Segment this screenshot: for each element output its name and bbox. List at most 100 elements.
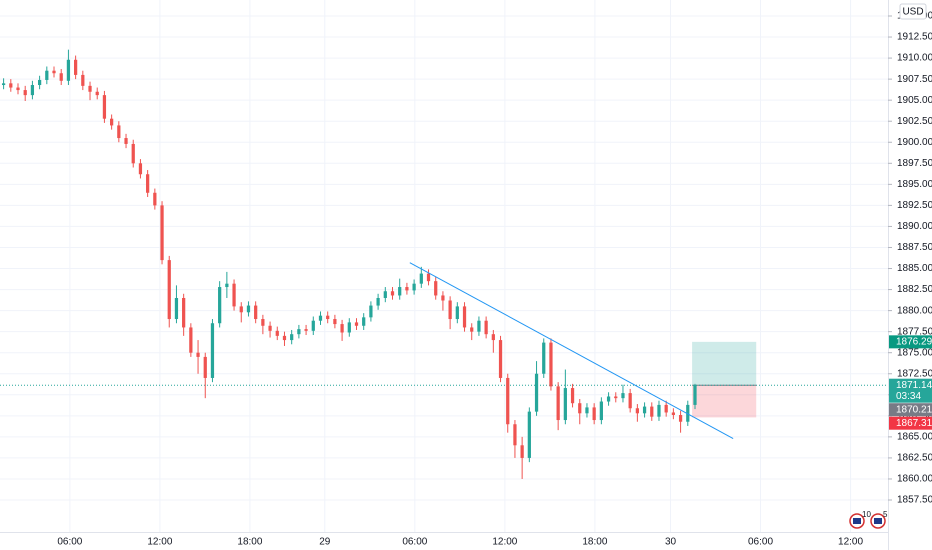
candle-body [282, 335, 287, 341]
candle-body [311, 320, 315, 331]
y-tick-label: 1887.50 [897, 242, 932, 253]
y-tick-label: 1880.00 [897, 305, 932, 316]
candle-body [426, 273, 431, 282]
x-tick-label: 12:00 [838, 537, 863, 548]
candle-body [354, 322, 359, 326]
x-tick-label: 18:00 [237, 537, 262, 548]
candle-body [390, 291, 395, 296]
candle-body [614, 396, 618, 399]
event-count: 10 [862, 510, 871, 519]
candle-body [520, 445, 524, 458]
candle-body [81, 74, 85, 86]
y-tick-label: 1902.50 [897, 116, 932, 127]
candle-body [542, 342, 546, 374]
candle-body [419, 273, 423, 284]
candle-body [290, 334, 294, 341]
y-tick-label: 1900.00 [897, 137, 932, 148]
candle-body [376, 297, 380, 306]
price-marker [889, 335, 932, 349]
y-tick-label: 1897.50 [897, 158, 932, 169]
y-tick-label: 1882.50 [897, 284, 932, 295]
candle-body [333, 319, 337, 325]
candle-body [549, 342, 553, 387]
y-tick-label: 1875.00 [897, 347, 932, 358]
candle-body [318, 315, 323, 321]
y-tick-label: 1872.50 [897, 368, 932, 379]
price-marker [889, 403, 932, 417]
price-marker-label: 1871.14 [896, 380, 932, 391]
currency-label[interactable]: USD [902, 7, 923, 18]
candle-body [621, 393, 625, 399]
y-tick-label: 1865.00 [897, 432, 932, 443]
candle-body [52, 70, 56, 74]
candle-body [30, 85, 35, 96]
candle-body [671, 412, 676, 415]
candle-body [578, 403, 582, 414]
x-tick-label: 30 [665, 537, 677, 548]
y-tick-label: 1890.00 [897, 221, 932, 232]
candle-body [218, 287, 222, 324]
candle-body [664, 404, 668, 413]
y-tick-label: 1905.00 [897, 95, 932, 106]
candle-body [131, 143, 135, 164]
event-flag [874, 518, 882, 524]
candle-body [369, 305, 373, 318]
candle-body [678, 414, 683, 422]
y-tick-label: 1860.00 [897, 474, 932, 485]
candle-body [9, 83, 13, 88]
candle-body [470, 327, 474, 332]
candle-body [117, 125, 121, 139]
candle-body [628, 393, 632, 409]
price-marker-label: 1867.31 [896, 418, 932, 429]
y-tick-label: 1892.50 [897, 200, 932, 211]
candle-body [254, 305, 258, 320]
price-marker [889, 416, 932, 430]
candle-body [599, 401, 603, 421]
candle-body [534, 373, 539, 412]
candle-body [88, 85, 92, 92]
y-tick-label: 1857.50 [897, 495, 932, 506]
candle-body [477, 320, 481, 332]
candle-body [95, 91, 99, 96]
candle-body [37, 79, 42, 86]
candle-body [642, 406, 647, 414]
y-tick-label: 1910.00 [897, 53, 932, 64]
candle-body [45, 70, 49, 80]
price-marker-label: 1876.29 [896, 336, 932, 347]
candle-body [160, 205, 164, 261]
y-tick-label: 1862.50 [897, 453, 932, 464]
candle-body [66, 59, 71, 81]
x-tick-label: 12:00 [147, 537, 172, 548]
candle-body [182, 297, 186, 328]
candle-body [563, 388, 567, 421]
candle-body [635, 408, 639, 414]
candle-body [138, 163, 143, 175]
candle-body [398, 287, 402, 296]
candle-body [340, 324, 344, 333]
plot-area [0, 49, 888, 479]
y-tick-label: 1895.00 [897, 179, 932, 190]
candle-body [239, 306, 243, 313]
x-tick-label: 06:00 [748, 537, 773, 548]
price-marker-label: 1870.21 [896, 404, 932, 415]
x-tick-label: 18:00 [582, 537, 607, 548]
candle-body [232, 283, 236, 307]
grid [0, 0, 888, 532]
candle-body [196, 352, 200, 357]
candle-body [606, 396, 611, 402]
candle-body [570, 388, 575, 404]
candle-body [441, 295, 445, 301]
candle-body [455, 306, 459, 320]
y-tick-label: 1885.00 [897, 263, 932, 274]
candle-body [246, 305, 251, 313]
candle-body [326, 315, 330, 320]
price-marker [889, 378, 932, 403]
candle-body [484, 320, 488, 335]
candle-body [189, 327, 193, 353]
candle-body [657, 404, 661, 417]
currency-box[interactable] [899, 3, 927, 20]
x-tick-label: 12:00 [492, 537, 517, 548]
candle-body [383, 291, 387, 298]
candle-body [527, 411, 531, 458]
